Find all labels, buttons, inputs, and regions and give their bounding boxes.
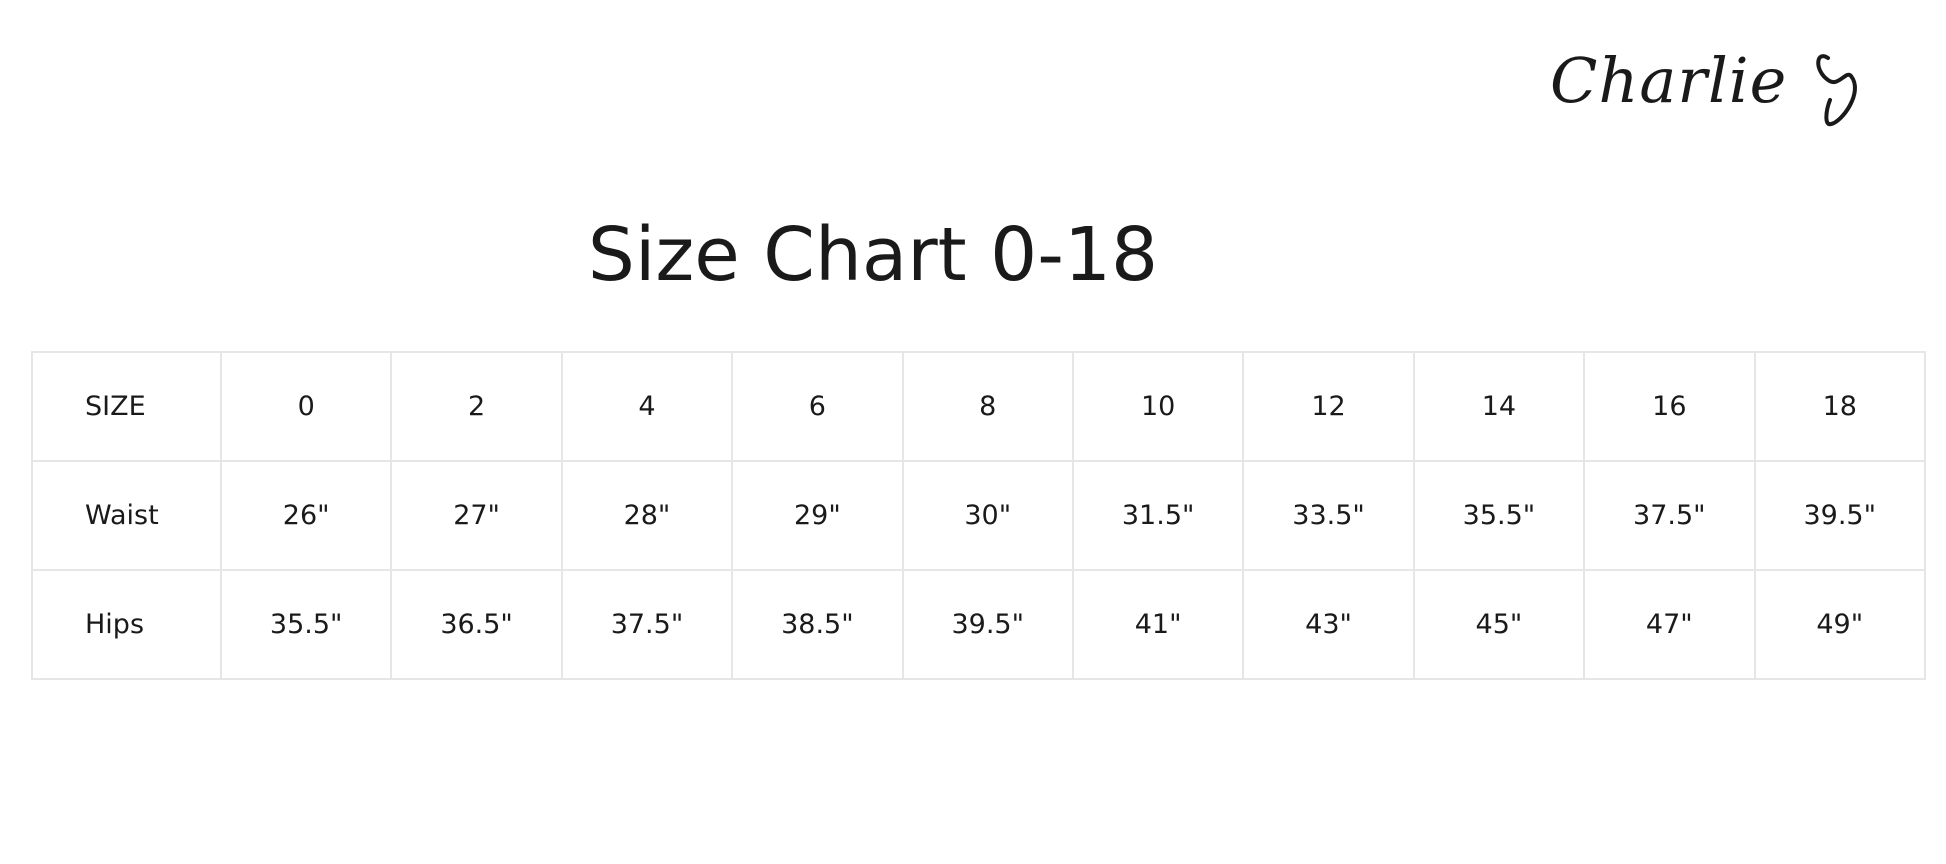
svg-text:Charlie: Charlie — [1550, 44, 1787, 117]
table-cell: 28" — [560, 460, 734, 571]
table-cell: 14 — [1412, 351, 1586, 462]
table-cell: 33.5" — [1242, 460, 1415, 571]
table-cell: 8 — [901, 351, 1074, 462]
size-chart-table: SIZE 0 2 4 6 8 10 12 14 16 18 Waist 26" 27" 28" 29" 30" 3… — [31, 351, 1927, 680]
charlie-logo: Charlie — [1550, 44, 1857, 127]
table-cell: 6 — [731, 351, 904, 462]
table-cell: 2 — [390, 351, 563, 462]
table-cell: 4 — [560, 351, 734, 462]
table-cell: 43" — [1242, 569, 1415, 680]
table-cell: 35.5" — [219, 569, 393, 680]
table-cell: 10 — [1071, 351, 1245, 462]
page-title: Size Chart 0-18 — [587, 212, 1159, 298]
row-label: Waist — [31, 460, 222, 571]
table-cell: 49" — [1753, 569, 1927, 680]
table-cell: 47" — [1583, 569, 1756, 680]
table-row: Hips 35.5" 36.5" 37.5" 38.5" 39.5" 41" 43" 45" 47… — [31, 569, 1927, 680]
table-cell: 31.5" — [1071, 460, 1245, 571]
table-cell: 39.5" — [1753, 460, 1927, 571]
table-cell: 16 — [1583, 351, 1756, 462]
table-cell: 39.5" — [901, 569, 1074, 680]
table-cell: 35.5" — [1412, 460, 1586, 571]
table-cell: 45" — [1412, 569, 1586, 680]
table-cell: 26" — [219, 460, 393, 571]
table-row: Waist 26" 27" 28" 29" 30" 31.5" 33.5" 35.5" 37.5"… — [31, 460, 1927, 571]
header-row: SIZE 0 2 4 6 8 10 12 14 16 18 — [31, 351, 1927, 462]
table-cell: 29" — [731, 460, 904, 571]
table-cell: 37.5" — [560, 569, 734, 680]
table-cell: 12 — [1242, 351, 1415, 462]
table-cell: 27" — [390, 460, 563, 571]
table-cell: 30" — [901, 460, 1074, 571]
row-label: Hips — [31, 569, 222, 680]
table-cell: 18 — [1753, 351, 1927, 462]
table-cell: 0 — [219, 351, 393, 462]
table-cell: 36.5" — [390, 569, 563, 680]
table-cell: 41" — [1071, 569, 1245, 680]
row-label: SIZE — [31, 351, 222, 462]
table-cell: 37.5" — [1583, 460, 1756, 571]
table-cell: 38.5" — [731, 569, 904, 680]
